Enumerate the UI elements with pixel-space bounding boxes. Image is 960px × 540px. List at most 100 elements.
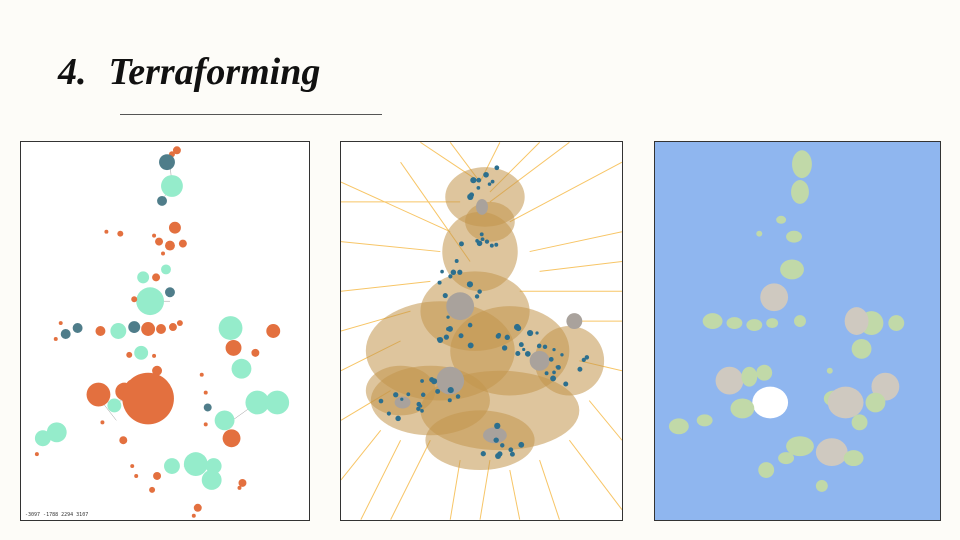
voronoi-edge [509,469,521,520]
voronoi-edge [479,459,491,520]
voronoi-site [494,165,500,171]
bubble-node [136,287,165,316]
voronoi-site [476,186,481,190]
slide-number: 4. [58,51,87,93]
terrain-island [794,315,806,328]
voronoi-edge [568,439,622,511]
voronoi-sites [378,165,590,459]
bubble-node [214,410,235,431]
voronoi-site [508,447,514,453]
bubble-node [222,429,241,448]
bubble-node [238,478,247,487]
voronoi-site [457,269,463,275]
voronoi-site [552,370,556,375]
bubble-node [265,390,290,415]
voronoi-site [524,351,531,357]
voronoi-site [494,242,499,247]
title-underline [120,114,382,115]
bubble-node [199,372,204,377]
bubble-node [205,458,222,475]
terrain-island [843,450,864,467]
bubble-node [141,322,156,336]
voronoi-edge [539,261,622,272]
bubble-node [153,472,162,480]
mountain-patch [394,396,411,409]
voronoi-site [560,353,564,357]
voronoi-site [522,347,526,352]
terrain-island [844,307,869,335]
terrain-island [851,414,868,431]
terrain-island [668,418,689,435]
bubble-node [34,430,51,447]
voronoi-site [443,334,450,340]
voronoi-site [400,397,404,401]
voronoi-site [535,331,539,335]
voronoi-edge [360,440,402,520]
bubble-node [128,321,141,333]
bubble-graph-panel: -3097 -1788 2294 3107 [20,141,310,521]
voronoi-site [476,240,483,247]
bubble-node [203,390,208,395]
terrain-island [780,259,804,280]
terrain-island [791,180,809,204]
bubble-nodes [34,146,290,518]
bubble-node [178,239,187,248]
bubble-node [100,420,105,425]
mountain-patch [566,313,583,330]
voronoi-site [454,259,459,263]
bubble-node [161,264,171,275]
voronoi-site [419,404,423,408]
bubble-node [157,195,167,206]
voronoi-site [447,386,454,394]
voronoi-edge [509,161,622,223]
voronoi-site [458,333,464,339]
terrain-map [668,150,905,492]
terrain-island [756,230,763,237]
bubble-node [176,320,183,327]
bubble-node [237,485,242,490]
voronoi-site [548,356,554,362]
voronoi-site [500,443,505,448]
voronoi-site [393,392,399,398]
voronoi-site [440,269,444,274]
bubble-node [131,296,138,303]
bubble-node [164,458,180,475]
terrain-island [756,364,773,381]
land-cell-cluster [465,201,515,242]
voronoi-site [577,366,583,372]
voronoi-site [490,179,495,184]
terrain-island [865,392,886,413]
bubble-node [193,503,202,512]
bubble-node [155,237,164,246]
bubble-node [149,486,156,493]
voronoi-landmass [365,167,605,471]
voronoi-site [495,333,501,339]
voronoi-site [544,371,549,376]
bubble-node [183,452,208,476]
terrain-island [792,150,812,179]
voronoi-site [487,182,492,186]
voronoi-site [476,177,482,183]
terrain-island [746,319,763,331]
terrain-island [815,479,828,492]
voronoi-site [509,451,515,457]
bubble-node [152,273,161,282]
bubble-node [201,470,222,490]
voronoi-edge [449,459,461,520]
terrain-island [776,215,787,224]
bubble-node [165,287,175,298]
terrain-island [778,452,795,465]
terrain-island [702,313,723,330]
voronoi-diagram [341,142,622,520]
voronoi-edge [341,280,431,292]
bubble-node [126,351,133,358]
slide-title-text: Terraforming [108,51,321,93]
bubble-node [245,390,270,415]
voronoi-site [459,241,464,247]
bubble-node [130,464,135,469]
terrain-island [726,317,743,330]
bubble-node [266,324,281,338]
bubble-node [134,345,149,360]
terrain-island [766,318,779,329]
bubble-node [152,365,163,376]
